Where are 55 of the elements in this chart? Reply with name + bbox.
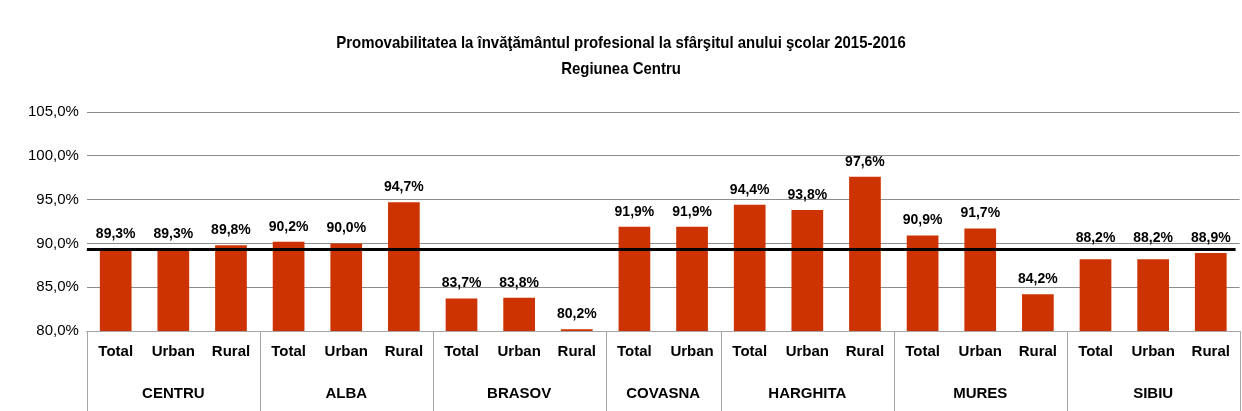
text: ALBA [325,384,368,402]
y-tick-label: 95,0% [36,189,79,207]
text: BRASOV [487,384,552,402]
x-tick-label: Urban [785,342,829,360]
x-tick-label: Urban [497,342,541,360]
text: SIBIU [1133,384,1174,402]
chart-title: Promovabilitatea la învăţământul profesional la sfârşitul anului şcolar 2015-2016 [335,32,907,54]
x-tick-label: Total [271,342,306,360]
data-label: 90,0% [326,219,367,236]
x-tick-label: Rural [845,342,885,360]
x-tick-label: Total [444,342,479,360]
x-tick-label: Urban [151,342,195,360]
x-tick-label: Total [732,342,768,360]
x-tick-label: Rural [1191,342,1230,360]
x-tick-label: Total [98,342,134,360]
text: HARGHITA [768,384,847,402]
x-tick-label: Urban [958,342,1002,360]
data-label: 91,9% [614,202,655,219]
data-label: 90,2% [268,217,309,234]
data-label: 83,7% [441,274,482,291]
y-tick-label: 90,0% [36,233,79,251]
x-tick-label: Rural [211,342,251,360]
data-label: 88,2% [1133,229,1174,246]
y-tick-label: 85,0% [36,277,79,295]
data-label: 97,6% [845,152,886,169]
x-tick-label: Rural [557,342,596,360]
data-label: 88,2% [1075,229,1116,246]
text: CENTRU [142,384,205,402]
data-label: 93,8% [787,185,828,202]
data-label: 89,8% [211,221,252,238]
x-tick-label: Total [617,342,652,360]
data-label: 91,7% [960,204,1001,221]
x-tick-label: Rural [1018,342,1058,360]
x-tick-label: Urban [1131,342,1175,360]
y-tick-label: 105,0% [28,102,79,120]
x-tick-label: Urban [670,342,714,360]
y-tick-label: 80,0% [36,321,79,339]
text: MURES [953,384,1008,402]
data-label: 94,7% [384,178,425,195]
data-label: 80,2% [556,305,598,322]
x-tick-label: Rural [384,342,424,360]
x-tick-label: Total [905,342,940,360]
data-label: 88,9% [1190,229,1232,246]
x-tick-label: Urban [324,342,368,360]
data-label: 89,3% [153,225,194,242]
y-tick-label: 100,0% [28,145,79,163]
data-label: 91,9% [672,202,713,219]
data-label: 83,8% [499,273,540,290]
data-label: 84,2% [1018,270,1059,287]
chart-subtitle: Regiunea Centru [560,58,682,80]
text: COVASNA [626,384,701,402]
data-label: 89,3% [95,225,137,242]
data-label: 90,9% [902,211,943,228]
data-label: 94,4% [729,180,771,197]
x-tick-label: Total [1078,342,1113,360]
